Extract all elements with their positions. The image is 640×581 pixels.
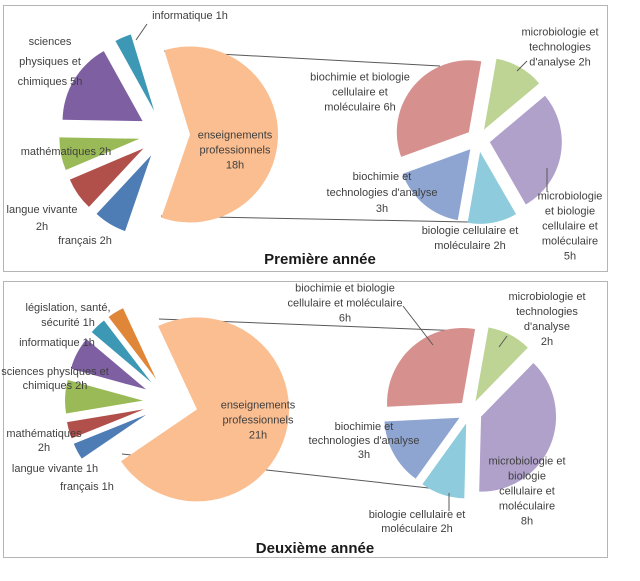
pie-slice-biochimie-et-biologie-cellulaire-et-moleculaire [396, 60, 482, 157]
pie-slice-francais [96, 155, 152, 232]
label-biochimie-biologie-cm: biochimie et biologie cellulaire et molé… [287, 282, 403, 325]
label-langue-vivante: langue vivante 2h [6, 204, 78, 233]
label-microbiologie-biologie-cm: microbiologie et biologie cellulaire et … [488, 455, 566, 528]
label-mathematiques: mathématiques 2h [20, 146, 112, 158]
label-legislation: législation, santé, sécurité 1h [25, 302, 111, 329]
label-enseignements-professionnels: enseignements professionnels 18h [197, 129, 273, 172]
pie-slice-biologie-cellulaire-et-moleculaire [422, 423, 467, 499]
label-enseignements-professionnels: enseignements professionnels 21h [220, 399, 296, 442]
label-biologie-cm: biologie cellulaire et moléculaire 2h [421, 225, 519, 252]
pie-slice-legislation-sante-securite [108, 308, 157, 379]
label-sciences-physiques: sciences physiques et chimiques 5h [17, 36, 83, 88]
label-informatique: informatique 1h [19, 337, 95, 349]
label-microbiologie-technologies: microbiologie et technologies d'analyse … [521, 26, 599, 69]
label-microbiologie-technologies: microbiologie et technologies d'analyse … [508, 291, 586, 348]
label-biochimie-technologies: biochimie et technologies d'analyse 3h [308, 421, 420, 461]
label-francais: français 2h [58, 235, 112, 247]
chart-title-premiere-annee: Première année [264, 251, 376, 268]
pie-slice-biologie-cellulaire-et-moleculaire [467, 151, 517, 224]
pie-slice-microbiologie-et-technologies-d-analyse [475, 327, 528, 402]
pie-slice-microbiologie-et-technologies-d-analyse [484, 58, 540, 130]
label-microbiologie-biologie-cm: microbiologie et biologie cellulaire et … [537, 190, 603, 263]
pie-slice-informatique [115, 34, 155, 111]
pie-slice-enseignements-professionnels [121, 317, 290, 502]
leader-microbiologie-technologies [498, 335, 508, 348]
label-informatique: informatique 1h [152, 10, 228, 22]
label-biochimie-biologie-cm: biochimie et biologie cellulaire et molé… [310, 71, 410, 114]
pie-slice-enseignements-professionnels [161, 46, 278, 223]
pie-slice-informatique [91, 320, 152, 383]
leader-microbiologie-technologies [516, 60, 528, 72]
pie-slice-mathematiques [59, 137, 140, 171]
label-langue-vivante: langue vivante 1h [11, 463, 99, 475]
pie-slice-microbiologie-et-biologie-cellulaire-et-moleculaire [489, 95, 562, 205]
label-sciences-physiques: sciences physiques et chimiques 2h [1, 366, 109, 392]
pie-slice-sciences-physiques-et-chimiques [62, 51, 143, 122]
leader-informatique [135, 23, 148, 41]
pie-slice-mathematiques [65, 379, 144, 414]
pie-slice-biochimie-et-biologie-cellulaire-et-moleculaire [387, 328, 476, 407]
pie-slice-sciences-physiques-et-chimiques [70, 339, 147, 390]
pie-slice-biochimie-et-technologies-d-analyse [402, 149, 471, 221]
label-biologie-cm: biologie cellulaire et moléculaire 2h [368, 509, 466, 535]
label-mathematiques: mathématiques 2h [6, 428, 82, 454]
chart-title-deuxieme-annee: Deuxième année [255, 540, 375, 557]
pie-slice-langue-vivante [69, 148, 144, 207]
leader-biochimie-biologie-cm [402, 305, 434, 346]
pie-slice-microbiologie-et-biologie-cellulaire-et-moleculaire [479, 362, 557, 492]
pie-slice-biochimie-et-technologies-d-analyse [384, 417, 460, 479]
pie-slice-langue-vivante [67, 409, 145, 439]
pie-slice-francais [73, 414, 147, 459]
label-biochimie-technologies: biochimie et technologies d'analyse 3h [326, 171, 438, 215]
label-francais: français 1h [60, 481, 114, 493]
